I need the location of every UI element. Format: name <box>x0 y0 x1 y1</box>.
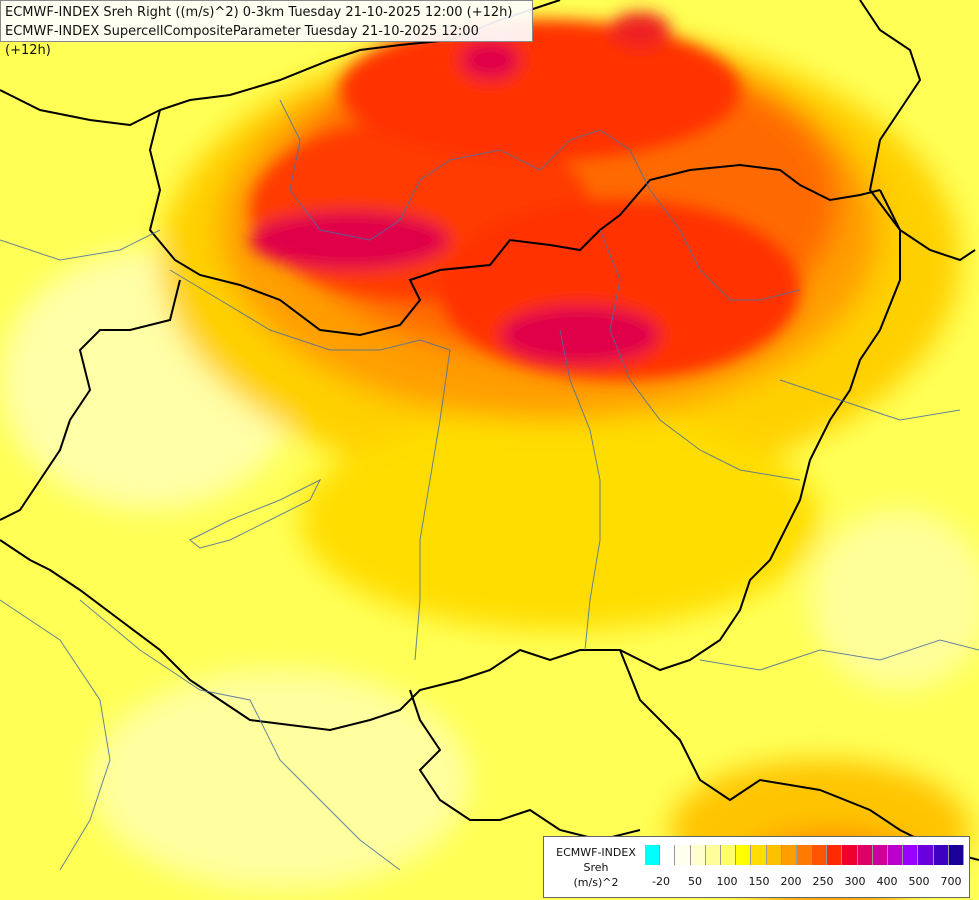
region-8 <box>0 229 161 261</box>
field-crimson-1 <box>250 210 450 270</box>
legend-tick-label: 700 <box>940 875 962 888</box>
region-4 <box>79 599 401 871</box>
lake <box>189 478 322 549</box>
legend-swatch <box>751 845 767 865</box>
region-2 <box>539 129 801 301</box>
legend-swatch <box>736 845 752 865</box>
field-gold-2 <box>300 410 820 630</box>
legend-swatch <box>827 845 843 865</box>
region-6 <box>699 639 979 671</box>
river-2 <box>559 329 601 651</box>
legend-swatch <box>660 845 676 865</box>
legend-tick-label: 250 <box>812 875 834 888</box>
region-3 <box>599 229 801 481</box>
legend-tick-label: -20 <box>652 875 670 888</box>
legend-tick-label: 300 <box>844 875 866 888</box>
legend-swatch <box>812 845 828 865</box>
field-crimson-4 <box>610 12 670 48</box>
region-5 <box>0 599 111 871</box>
legend-box: ECMWF-INDEX Sreh (m/s)^2 -20 50 100 150 200 2… <box>543 836 970 898</box>
legend-tick-label: 400 <box>876 875 898 888</box>
river-1 <box>169 269 451 661</box>
legend-ticks: -20 50 100 150 200 250 300 400 500 700 <box>645 875 965 889</box>
legend-swatch <box>720 845 737 865</box>
field-red-3 <box>340 20 740 160</box>
legend-tick-label: 200 <box>780 875 802 888</box>
legend-tick-label: 50 <box>688 875 702 888</box>
region-7 <box>779 379 961 421</box>
field-crimson-3 <box>460 40 520 80</box>
legend-title-line-2: Sreh <box>583 861 609 874</box>
region-1 <box>279 99 541 241</box>
legend-title-line-1: ECMWF-INDEX <box>556 846 636 859</box>
legend-swatch <box>872 845 888 865</box>
legend-tick-label: 100 <box>716 875 738 888</box>
legend-swatch <box>781 845 797 865</box>
legend-swatch <box>766 845 782 865</box>
legend-swatch <box>918 845 934 865</box>
legend-colorbar <box>645 845 964 865</box>
field-light-southeast <box>810 510 979 690</box>
legend-swatch <box>675 845 691 865</box>
legend-swatch <box>857 845 873 865</box>
legend-swatch <box>796 845 813 865</box>
legend-swatch <box>948 845 964 865</box>
legend-title: ECMWF-INDEX Sreh (m/s)^2 <box>548 845 644 890</box>
legend-swatch <box>645 845 661 865</box>
legend-swatch <box>690 845 706 865</box>
border-northwest <box>148 109 881 337</box>
legend-tick-label: 500 <box>908 875 930 888</box>
legend-swatch <box>903 845 919 865</box>
legend-swatch <box>888 845 904 865</box>
field-light-south <box>90 670 470 890</box>
border-south <box>409 689 641 842</box>
title-box: ECMWF-INDEX Sreh Right ((m/s)^2) 0-3km T… <box>0 0 533 58</box>
title-line-2: ECMWF-INDEX SupercellCompositeParameter … <box>5 24 479 58</box>
title-line-1: ECMWF-INDEX Sreh Right ((m/s)^2) 0-3km T… <box>5 5 513 20</box>
field-crimson-2 <box>500 305 660 365</box>
legend-title-line-3: (m/s)^2 <box>573 876 619 889</box>
legend-swatch <box>933 845 949 865</box>
legend-swatch <box>705 845 721 865</box>
legend-swatch <box>842 845 858 865</box>
legend-tick-label: 150 <box>748 875 770 888</box>
border-west <box>0 279 181 521</box>
border-southeast <box>0 189 901 732</box>
border-east <box>859 0 976 262</box>
